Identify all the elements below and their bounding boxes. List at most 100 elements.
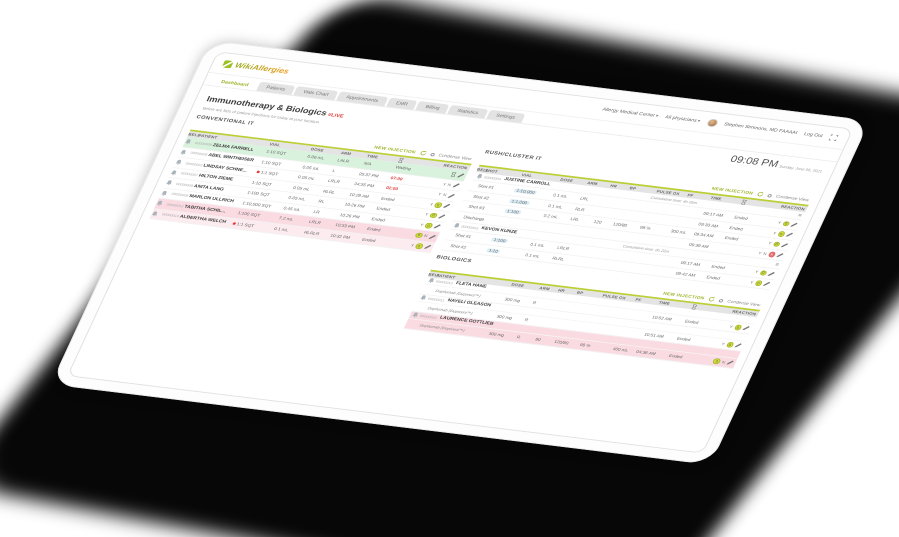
bell-icon[interactable] bbox=[155, 200, 168, 207]
time-cell: 04:35 PM bbox=[353, 181, 375, 189]
vial-cell bbox=[500, 221, 539, 226]
edit-pencil-icon[interactable] bbox=[780, 242, 789, 248]
condense-toggle[interactable] bbox=[429, 152, 436, 157]
reaction-yes[interactable]: Y bbox=[749, 279, 755, 285]
menu-icon[interactable]: ≡ bbox=[774, 262, 780, 268]
hr-cell bbox=[580, 250, 599, 252]
reaction-yes[interactable]: Y bbox=[754, 269, 759, 275]
edit-pencil-icon[interactable] bbox=[428, 234, 436, 240]
edit-pencil-icon[interactable] bbox=[432, 224, 441, 230]
arm-cell: LRL bbox=[569, 216, 580, 223]
bell-icon[interactable] bbox=[411, 312, 420, 318]
bell-icon[interactable] bbox=[426, 277, 435, 284]
patient-name-row[interactable]: 00000013 FLETA HANE bbox=[424, 277, 757, 325]
table-row[interactable]: Discharge 09:39 AM bbox=[453, 211, 788, 262]
edit-pencil-icon[interactable] bbox=[726, 360, 734, 366]
clinic-dropdown[interactable]: Allergy Medical Center ▾ bbox=[601, 107, 659, 119]
bell-icon[interactable] bbox=[452, 222, 461, 228]
arm-cell: LRLR bbox=[327, 178, 341, 185]
table-row[interactable]: Shot #2 1:1,000 0.1 mL RLR 09:33 AM bbox=[462, 190, 797, 241]
bell-icon[interactable] bbox=[170, 169, 183, 176]
logout-link[interactable]: Log Out bbox=[802, 131, 824, 139]
refresh-icon[interactable] bbox=[756, 191, 766, 198]
bp-cell bbox=[600, 253, 627, 256]
dashboard-content: CONVENTIONAL IT NEW INJECTION Condense V… bbox=[68, 110, 825, 452]
reaction-cell: Y 0 bbox=[403, 209, 447, 219]
user-name[interactable]: Stephen Simmons, MD FAAAAI bbox=[722, 121, 799, 136]
edit-pencil-icon[interactable] bbox=[790, 222, 798, 228]
physicians-dropdown[interactable]: All physicians ▾ bbox=[664, 115, 701, 124]
time-cell: 09:42 AM bbox=[674, 270, 697, 278]
condense-toggle[interactable] bbox=[718, 298, 725, 303]
patient-name-row[interactable]: 00000011 NAYELI GLEASON bbox=[416, 294, 749, 342]
reaction-yes[interactable]: Y bbox=[772, 230, 778, 236]
edit-pencil-icon[interactable] bbox=[442, 203, 450, 209]
edit-pencil-icon[interactable] bbox=[423, 244, 431, 250]
bell-icon[interactable] bbox=[184, 139, 197, 146]
hr-cell bbox=[589, 232, 608, 234]
bell-icon[interactable] bbox=[174, 159, 187, 166]
hr-cell bbox=[576, 261, 595, 263]
pf-cell bbox=[658, 260, 681, 263]
bell-icon[interactable] bbox=[475, 173, 484, 179]
bell-icon[interactable] bbox=[151, 210, 164, 217]
arm-cell: RLRLR bbox=[303, 229, 321, 236]
table-row[interactable]: Dupilumab (Dupixent™) 300 mg R 80 120/80… bbox=[403, 318, 738, 369]
table-row[interactable]: Dupilumab (Dupixent™) 300 mg R 10:52 AM … bbox=[419, 284, 754, 335]
vial-cell: 1:10 bbox=[486, 247, 501, 254]
reaction-yes[interactable]: Y bbox=[777, 220, 782, 225]
reaction-yes[interactable]: Y bbox=[721, 341, 726, 346]
status-cell: Ended bbox=[705, 274, 722, 281]
table-row[interactable]: Shot #1 1:10,000 0.1 mL LRL 09:17 AM bbox=[467, 180, 802, 231]
bell-icon[interactable] bbox=[419, 295, 428, 301]
fullscreen-icon[interactable] bbox=[828, 134, 839, 142]
bp-cell bbox=[562, 324, 588, 327]
table-row[interactable]: 00000012TABITHA SCHIL... 1:100 SQT 7.2 m… bbox=[154, 198, 440, 243]
hr-cell bbox=[544, 322, 563, 324]
reaction-yes[interactable]: Y bbox=[767, 241, 773, 246]
bell-icon[interactable] bbox=[160, 190, 173, 197]
edit-pencil-icon[interactable] bbox=[742, 325, 750, 331]
pulseox-cell: 98 % bbox=[639, 225, 652, 231]
bell-icon[interactable] bbox=[165, 180, 178, 187]
edit-pencil-icon[interactable] bbox=[775, 252, 784, 258]
table-row[interactable]: 00000006MARLON ULLRICH 1:10,000 SQT 0.45… bbox=[158, 188, 445, 233]
reaction-yes[interactable]: Y bbox=[728, 324, 734, 329]
table-row[interactable]: Shot #2 1:10 0.1 mL RLRL 09:42 AM bbox=[439, 239, 774, 291]
edit-pencil-icon[interactable] bbox=[451, 183, 460, 189]
dose-cell: 0.1 mL bbox=[273, 226, 290, 233]
edit-pencil-icon[interactable] bbox=[456, 172, 465, 178]
time-cell: 10:33 PM bbox=[334, 222, 356, 230]
menu-icon[interactable]: ≡ bbox=[796, 212, 803, 219]
table-row[interactable]: 00000005ABEL WINTHEISER 1:10 SQT 0.05 mL… bbox=[177, 147, 464, 192]
arm-cell: LRLR bbox=[308, 219, 322, 226]
edit-pencil-icon[interactable] bbox=[437, 213, 446, 219]
edit-pencil-icon[interactable] bbox=[734, 343, 742, 349]
edit-pencil-icon[interactable] bbox=[767, 271, 775, 277]
table-row[interactable]: Dupilumab (Dupixent™) 300 mg R 10:51 AM … bbox=[411, 301, 746, 352]
edit-pencil-icon[interactable] bbox=[785, 232, 793, 238]
dose-cell: 0.05 mL bbox=[287, 195, 307, 202]
refresh-icon[interactable] bbox=[707, 296, 717, 303]
edit-pencil-icon[interactable] bbox=[447, 193, 455, 199]
refresh-icon[interactable] bbox=[418, 150, 428, 157]
table-row[interactable]: Shot #1 1:100 0.1 mL LRLR 09:17 AM bbox=[444, 229, 779, 280]
table-row[interactable]: 00000009ANITA LANG 1:100 SQT 0.05 mL RL … bbox=[163, 177, 449, 223]
app-logo[interactable]: WikiAllergies bbox=[221, 59, 291, 76]
logo-text: WikiAllergies bbox=[233, 60, 291, 76]
patient-name-row[interactable]: 00000010 LAURENCE GOTTLIEB bbox=[408, 311, 741, 359]
table-row[interactable]: Shot #3 1:100 0.2 mL LRL 120 120/80 98 %… bbox=[457, 200, 792, 252]
hr-cell bbox=[552, 305, 571, 307]
bell-icon[interactable] bbox=[179, 149, 192, 156]
dose-cell: 300 mg bbox=[487, 331, 506, 338]
table-row[interactable]: 00000014ALBERTHA WELCH 1:1 SQT 0.1 mL RL… bbox=[149, 208, 435, 254]
edit-pencil-icon[interactable] bbox=[762, 281, 771, 287]
table-row[interactable]: 00000007HILTON ZIEME 1:10 SQT 0.05 mL RL… bbox=[168, 167, 454, 213]
avatar[interactable] bbox=[705, 118, 719, 128]
table-row[interactable]: 00000008ZELMA FARRELL 1:10 SQT 0.06 mL L… bbox=[182, 136, 468, 182]
table-row[interactable]: 00000002LINDSAY SCHNE... 1:1 SQT 0.05 mL… bbox=[173, 157, 459, 202]
condense-toggle[interactable] bbox=[767, 193, 773, 198]
reaction-no[interactable]: N bbox=[762, 251, 768, 256]
arm-cell: LRLR bbox=[556, 245, 570, 252]
